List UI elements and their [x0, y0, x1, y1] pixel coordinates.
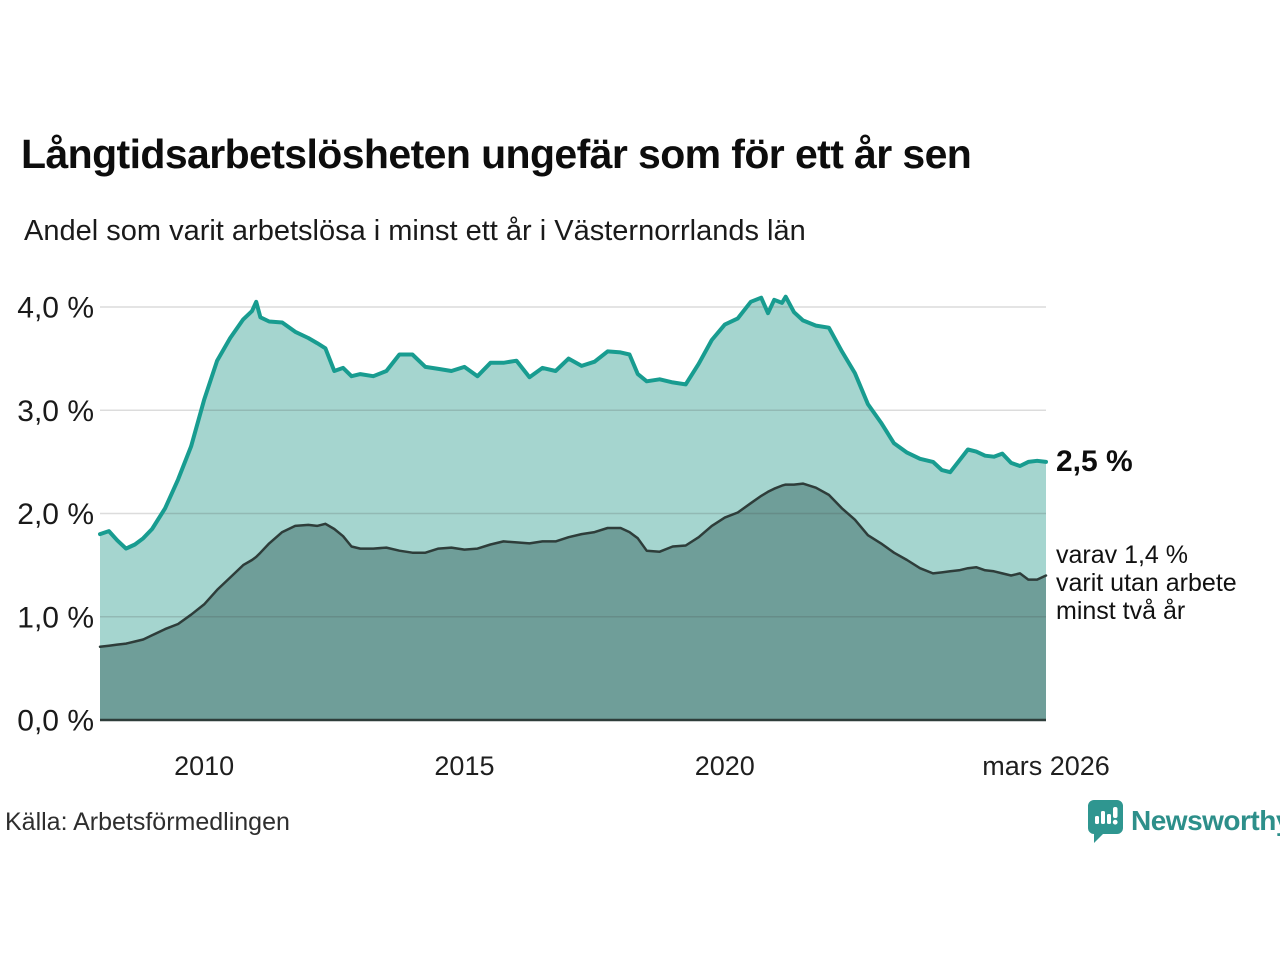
newsworthy-logo-icon	[1088, 800, 1123, 843]
page-title: Långtidsarbetslösheten ungefär som för e…	[21, 131, 972, 177]
newsworthy-brand: Newsworthy	[1087, 799, 1280, 843]
series-two-year-line	[98, 482, 1048, 648]
svg-text:2010: 2010	[174, 751, 234, 781]
svg-text:1,0 %: 1,0 %	[17, 601, 94, 634]
y-axis-labels: 0,0 % 1,0 % 2,0 % 3,0 % 4,0 %	[17, 292, 94, 738]
latest-value-label: 2,5 %	[1056, 445, 1133, 478]
svg-text:2020: 2020	[695, 751, 755, 781]
series-two-year-area	[100, 483, 1046, 720]
two-year-note-label: varav 1,4 % varit utan arbete minst två …	[1056, 541, 1237, 625]
svg-text:4,0 %: 4,0 %	[17, 292, 94, 325]
newsworthy-wordmark: Newsworthy	[1131, 805, 1280, 836]
svg-text:3,0 %: 3,0 %	[17, 395, 94, 428]
source-credit: Källa: Arbetsförmedlingen	[5, 808, 290, 836]
svg-text:2015: 2015	[434, 751, 494, 781]
svg-text:0,0 %: 0,0 %	[17, 705, 94, 738]
svg-text:2,0 %: 2,0 %	[17, 498, 94, 531]
svg-text:mars 2026: mars 2026	[982, 751, 1110, 781]
series-one-year-line	[98, 294, 1048, 551]
page-subtitle: Andel som varit arbetslösa i minst ett å…	[24, 215, 806, 247]
x-axis-labels: 2010 2015 2020 mars 2026	[174, 751, 1110, 781]
